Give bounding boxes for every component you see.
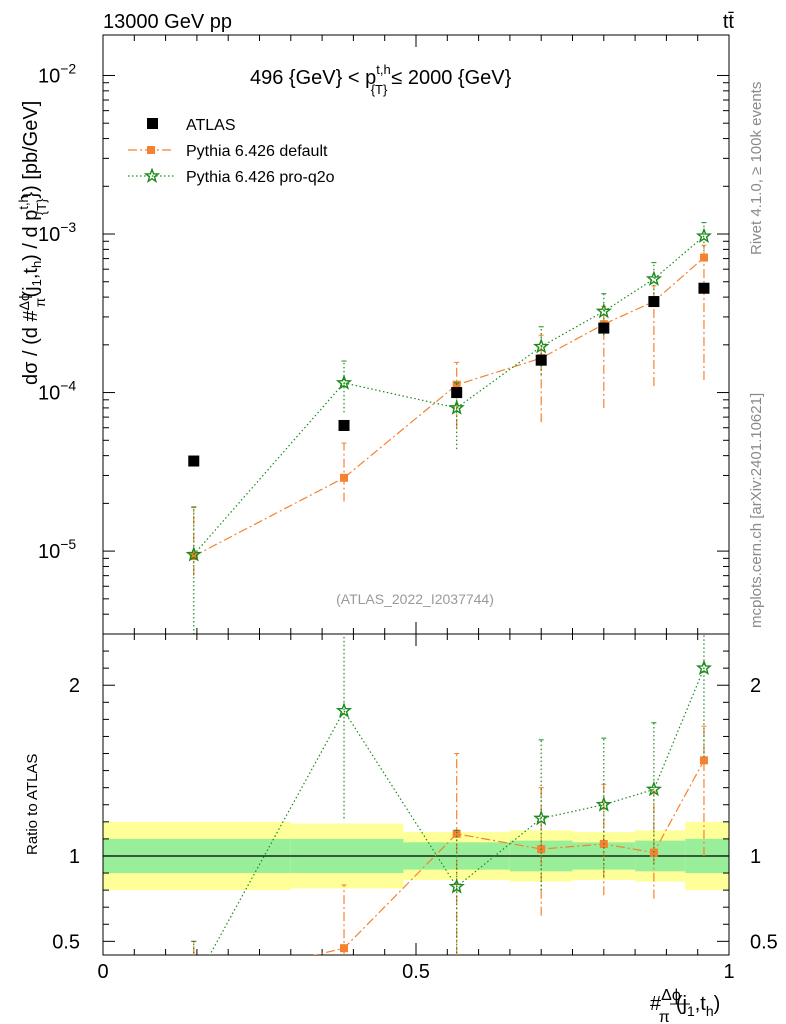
series-default-line bbox=[193, 257, 705, 557]
legend-default-marker bbox=[147, 146, 155, 154]
ratio-default-point bbox=[699, 756, 708, 765]
ratio-default-point bbox=[340, 944, 349, 953]
ratio-proq2o-point bbox=[533, 809, 550, 826]
series-proq2o-point bbox=[533, 338, 550, 354]
series-atlas-point bbox=[648, 296, 660, 308]
series-proq2o-point bbox=[448, 399, 465, 415]
legend-star-shape bbox=[143, 167, 161, 183]
main-panel bbox=[102, 34, 730, 635]
series-atlas-point bbox=[188, 455, 200, 467]
ratio-y-tick-label-right: 0.5 bbox=[750, 931, 778, 953]
y-tick-label: 10−2 bbox=[38, 60, 76, 87]
ratio-y-tick-label-right: 1 bbox=[750, 846, 761, 868]
y-tick-label: 10−5 bbox=[38, 536, 76, 563]
series-proq2o-point bbox=[185, 546, 202, 562]
ratio-y-tick-label-right: 2 bbox=[750, 675, 761, 697]
ratio-y-axis-label: Ratio to ATLAS bbox=[24, 754, 41, 855]
series-atlas-point bbox=[698, 282, 710, 294]
x-tick-label: 0 bbox=[97, 961, 108, 983]
title-tail: ≤ 2000 {GeV} bbox=[391, 67, 511, 89]
legend-atlas-marker bbox=[147, 118, 158, 129]
series-proq2o-line bbox=[193, 235, 705, 555]
series-default-point bbox=[189, 552, 198, 561]
legend-default-label: Pythia 6.426 default bbox=[186, 143, 328, 160]
title-sub: {T} bbox=[371, 82, 388, 97]
title-sup: t,h bbox=[376, 62, 390, 77]
title-lead: 496 {GeV} < p bbox=[250, 67, 376, 89]
process-label: tt̄ bbox=[723, 11, 735, 33]
series-default-point bbox=[340, 473, 349, 482]
x-axis-label: #Δϕ π(j1,th) bbox=[650, 987, 720, 1024]
x-tick-label: 1 bbox=[723, 961, 734, 983]
ratio-y-tick-label: 1 bbox=[69, 846, 80, 868]
legend-atlas-label: ATLAS bbox=[186, 117, 236, 134]
ratio-proq2o-point bbox=[595, 796, 612, 812]
series-atlas-point bbox=[598, 322, 610, 334]
ratio-frame bbox=[102, 633, 730, 956]
analysis-label: (ATLAS_2022_I2037744) bbox=[336, 591, 494, 607]
series-atlas-point bbox=[338, 419, 350, 431]
legend: ATLAS Pythia 6.426 default Pythia 6.426 … bbox=[128, 117, 335, 186]
series-atlas-point bbox=[451, 387, 463, 399]
series-proq2o-point bbox=[645, 270, 662, 286]
ratio-proq2o-line bbox=[209, 667, 705, 955]
ratio-panel bbox=[102, 633, 730, 990]
ratio-data bbox=[188, 634, 712, 990]
series-proq2o-point bbox=[335, 374, 353, 390]
ratio-proq2o-point bbox=[695, 659, 712, 676]
ratio-y-tick-label: 0.5 bbox=[52, 931, 80, 953]
y-tick-label: 10−3 bbox=[38, 219, 76, 246]
ratio-default-point bbox=[190, 980, 198, 988]
series-default-point bbox=[699, 253, 708, 262]
series-atlas-point bbox=[535, 354, 547, 366]
ratio-proq2o-point bbox=[335, 702, 353, 718]
ratio-default-point bbox=[452, 829, 461, 838]
mcplots-label: mcplots.cern.ch [arXiv:2401.10621] bbox=[748, 393, 765, 628]
series-proq2o-point bbox=[595, 302, 612, 319]
plot-title: 496 {GeV} < pt,h {T}≤ 2000 {GeV} bbox=[250, 62, 512, 97]
y-tick-label: 10−4 bbox=[38, 378, 76, 405]
ratio-proq2o-point bbox=[645, 780, 663, 797]
ratio-proq2o-point bbox=[448, 878, 465, 894]
rivet-version-label: Rivet 4.1.0, ≥ 100k events bbox=[748, 82, 765, 255]
main-data bbox=[185, 222, 712, 634]
legend-proq2o-marker bbox=[143, 167, 161, 183]
x-tick-label: 0.5 bbox=[402, 961, 430, 983]
y-axis-label: dσ / (d #Δϕπ(j1,th) / d pt,h {T}}) [pb/Ge… bbox=[16, 101, 49, 385]
ratio-proq2o-point bbox=[188, 978, 200, 990]
legend-proq2o-label: Pythia 6.426 pro-q2o bbox=[186, 169, 335, 186]
series-proq2o-point bbox=[695, 227, 712, 244]
collider-label: 13000 GeV pp bbox=[103, 11, 232, 33]
ratio-y-tick-label: 2 bbox=[69, 675, 80, 697]
ratio-default-point bbox=[649, 848, 658, 857]
